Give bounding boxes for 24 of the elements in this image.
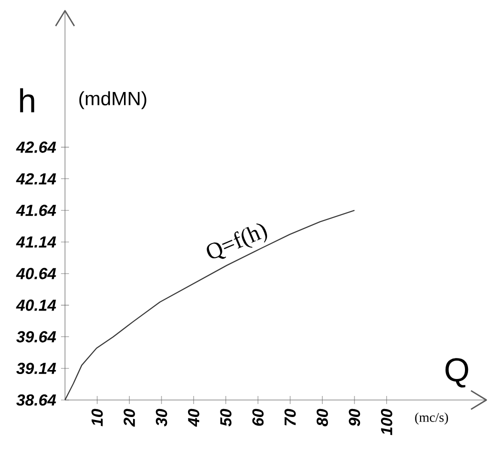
annotation: (mdMN) <box>79 91 146 110</box>
y-tick-label: 42.14 <box>16 173 56 184</box>
y-tick-label: 39.64 <box>16 331 56 342</box>
x-tick-label: 60 <box>252 408 264 426</box>
y-tick-label: 39.14 <box>16 362 56 374</box>
text: (mc/s) <box>415 412 448 425</box>
y-tick-label: 40.64 <box>16 268 56 280</box>
annotation: Q=f(h) <box>206 223 268 259</box>
x-tick-label: 40 <box>188 408 200 427</box>
y-axis-title: h <box>20 88 34 112</box>
x-tick-label: 20 <box>124 408 135 427</box>
x-tick-label: 70 <box>284 408 296 426</box>
x-tick-label: 100 <box>380 408 392 436</box>
x-tick-label: 50 <box>220 408 232 426</box>
x-tick-label: 10 <box>92 408 103 426</box>
y-tick-label: 42.64 <box>16 142 56 153</box>
y-tick-label: 41.14 <box>16 236 56 248</box>
y-tick-label: 40.14 <box>16 300 56 311</box>
x-axis-title: Q <box>446 358 468 388</box>
x-tick-label: 80 <box>316 408 328 426</box>
y-tick-label: 41.64 <box>16 204 56 216</box>
x-tick-label: 30 <box>156 408 168 426</box>
x-tick-label: 90 <box>348 408 360 426</box>
y-tick-label: 38.64 <box>16 394 56 406</box>
